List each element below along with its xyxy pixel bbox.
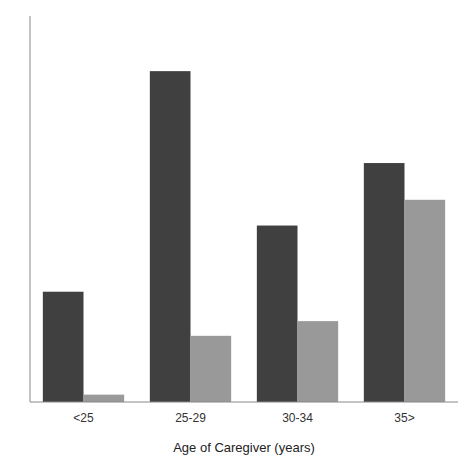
bars — [43, 71, 445, 402]
x-tick-label: 30-34 — [282, 411, 313, 425]
bar — [43, 292, 84, 402]
y-axis-line — [30, 16, 31, 402]
bar — [405, 200, 446, 402]
chart: <25 25-29 30-34 35> Age of Caregiver (years) — [0, 0, 474, 474]
x-axis-label: Age of Caregiver (years) — [173, 440, 315, 455]
x-axis-line — [30, 402, 458, 403]
bar — [84, 395, 125, 402]
x-tick-label: 35> — [394, 411, 414, 425]
bar — [150, 71, 191, 402]
x-tick-label: 25-29 — [175, 411, 206, 425]
x-tick-label: <25 — [73, 411, 94, 425]
bar — [364, 163, 405, 402]
bar — [191, 336, 232, 402]
bar — [298, 321, 339, 402]
bar — [257, 226, 298, 402]
